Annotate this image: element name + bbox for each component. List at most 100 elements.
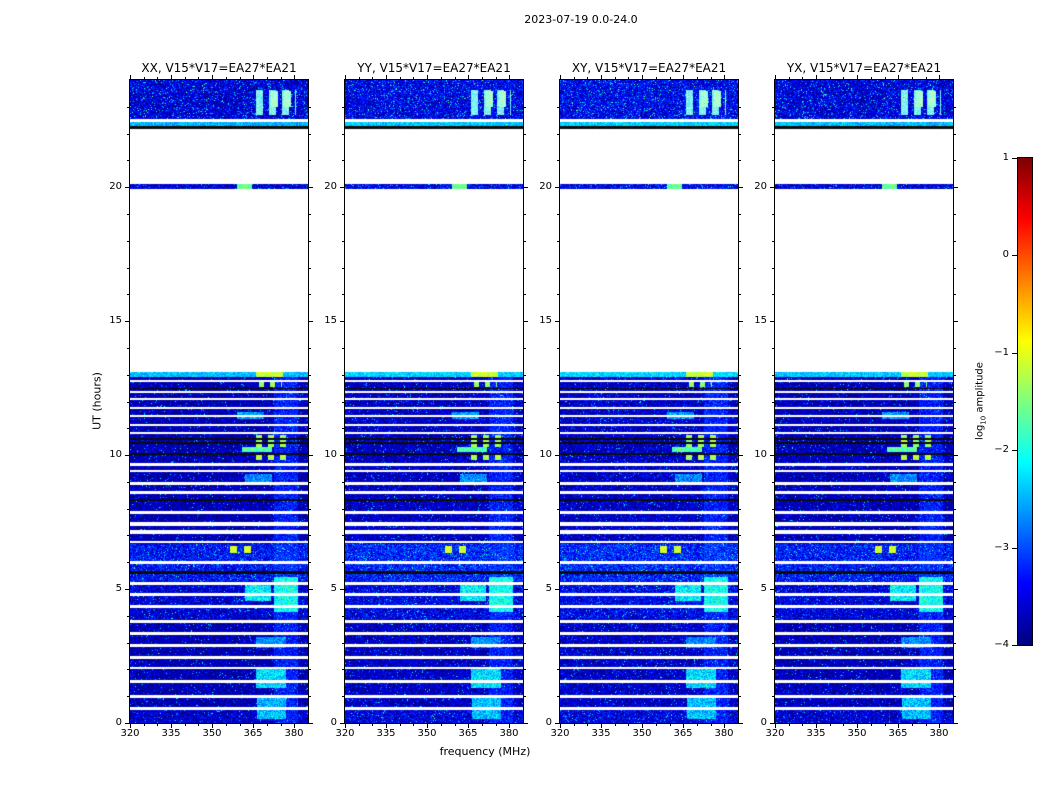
y-minor-tick (127, 562, 129, 563)
y-minor-tick (524, 107, 526, 108)
y-minor-tick (342, 643, 344, 644)
y-minor-tick (557, 348, 559, 349)
y-minor-tick (127, 348, 129, 349)
y-minor-tick (739, 428, 741, 429)
y-minor-tick (524, 268, 526, 269)
x-tick (171, 75, 172, 79)
y-minor-tick (127, 241, 129, 242)
x-minor-tick (400, 724, 401, 726)
y-minor-tick (557, 535, 559, 536)
y-minor-tick (772, 268, 774, 269)
spectrogram-xx (130, 80, 308, 723)
y-tick-label: 15 (109, 315, 122, 326)
x-minor-tick (656, 77, 657, 79)
x-minor-tick (670, 724, 671, 726)
y-minor-tick (772, 402, 774, 403)
x-minor-tick (926, 77, 927, 79)
y-minor-tick (772, 696, 774, 697)
x-tick-label: 350 (202, 728, 222, 739)
x-tick (816, 75, 817, 79)
y-minor-tick (524, 294, 526, 295)
x-tick (386, 724, 387, 728)
x-minor-tick (144, 77, 145, 79)
y-tick (739, 589, 743, 590)
y-minor-tick (127, 509, 129, 510)
figure-title: 2023-07-19 0.0-24.0 (524, 13, 638, 26)
x-tick (683, 75, 684, 79)
y-minor-tick (524, 669, 526, 670)
y-minor-tick (954, 562, 956, 563)
y-tick (739, 187, 743, 188)
colorbar-tick (1012, 645, 1017, 646)
x-minor-tick (372, 77, 373, 79)
y-tick (309, 321, 313, 322)
y-minor-tick (342, 107, 344, 108)
y-tick-label: 0 (545, 717, 552, 728)
colorbar-tick-label: −3 (994, 542, 1009, 553)
y-minor-tick (557, 214, 559, 215)
y-minor-tick (739, 402, 741, 403)
x-tick-label: 335 (591, 728, 611, 739)
panel-title-xy: XY, V15*V17=EA27*EA21 (571, 61, 727, 75)
y-tick (125, 723, 129, 724)
x-tick-label: 320 (765, 728, 785, 739)
y-minor-tick (127, 428, 129, 429)
x-tick-label: 335 (376, 728, 396, 739)
colorbar-tick-label: 1 (1002, 152, 1009, 163)
y-minor-tick (772, 562, 774, 563)
y-minor-tick (954, 643, 956, 644)
y-minor-tick (524, 696, 526, 697)
x-tick (212, 724, 213, 728)
y-minor-tick (524, 535, 526, 536)
y-minor-tick (954, 160, 956, 161)
colorbar-tick (1012, 158, 1017, 159)
y-tick (340, 321, 344, 322)
y-minor-tick (954, 482, 956, 483)
colorbar-label: log10 amplitude (975, 362, 988, 440)
y-tick (739, 455, 743, 456)
y-tick-label: 20 (324, 181, 337, 192)
x-minor-tick (185, 724, 186, 726)
x-tick-label: 365 (888, 728, 908, 739)
y-minor-tick (739, 375, 741, 376)
y-minor-tick (557, 160, 559, 161)
x-tick (857, 724, 858, 728)
x-tick-label: 335 (161, 728, 181, 739)
y-minor-tick (772, 107, 774, 108)
x-tick (468, 75, 469, 79)
y-tick (340, 723, 344, 724)
colorbar-tick (1012, 548, 1017, 549)
y-tick-label: 5 (115, 583, 122, 594)
y-minor-tick (772, 616, 774, 617)
x-tick-label: 380 (499, 728, 519, 739)
y-minor-tick (342, 268, 344, 269)
x-tick (171, 724, 172, 728)
x-minor-tick (830, 724, 831, 726)
y-minor-tick (954, 616, 956, 617)
y-tick-label: 10 (109, 449, 122, 460)
y-minor-tick (954, 214, 956, 215)
y-tick-label: 20 (754, 181, 767, 192)
x-tick (939, 75, 940, 79)
y-minor-tick (524, 348, 526, 349)
x-tick (509, 75, 510, 79)
y-tick (340, 187, 344, 188)
y-minor-tick (954, 134, 956, 135)
y-tick-label: 20 (539, 181, 552, 192)
y-minor-tick (309, 160, 311, 161)
x-minor-tick (587, 724, 588, 726)
x-minor-tick (281, 724, 282, 726)
y-minor-tick (127, 643, 129, 644)
y-tick (555, 187, 559, 188)
y-minor-tick (772, 375, 774, 376)
y-minor-tick (557, 134, 559, 135)
x-tick (253, 724, 254, 728)
y-minor-tick (739, 562, 741, 563)
y-minor-tick (309, 241, 311, 242)
y-minor-tick (557, 428, 559, 429)
y-tick-label: 0 (330, 717, 337, 728)
y-minor-tick (309, 696, 311, 697)
y-minor-tick (954, 402, 956, 403)
x-tick-label: 320 (550, 728, 570, 739)
